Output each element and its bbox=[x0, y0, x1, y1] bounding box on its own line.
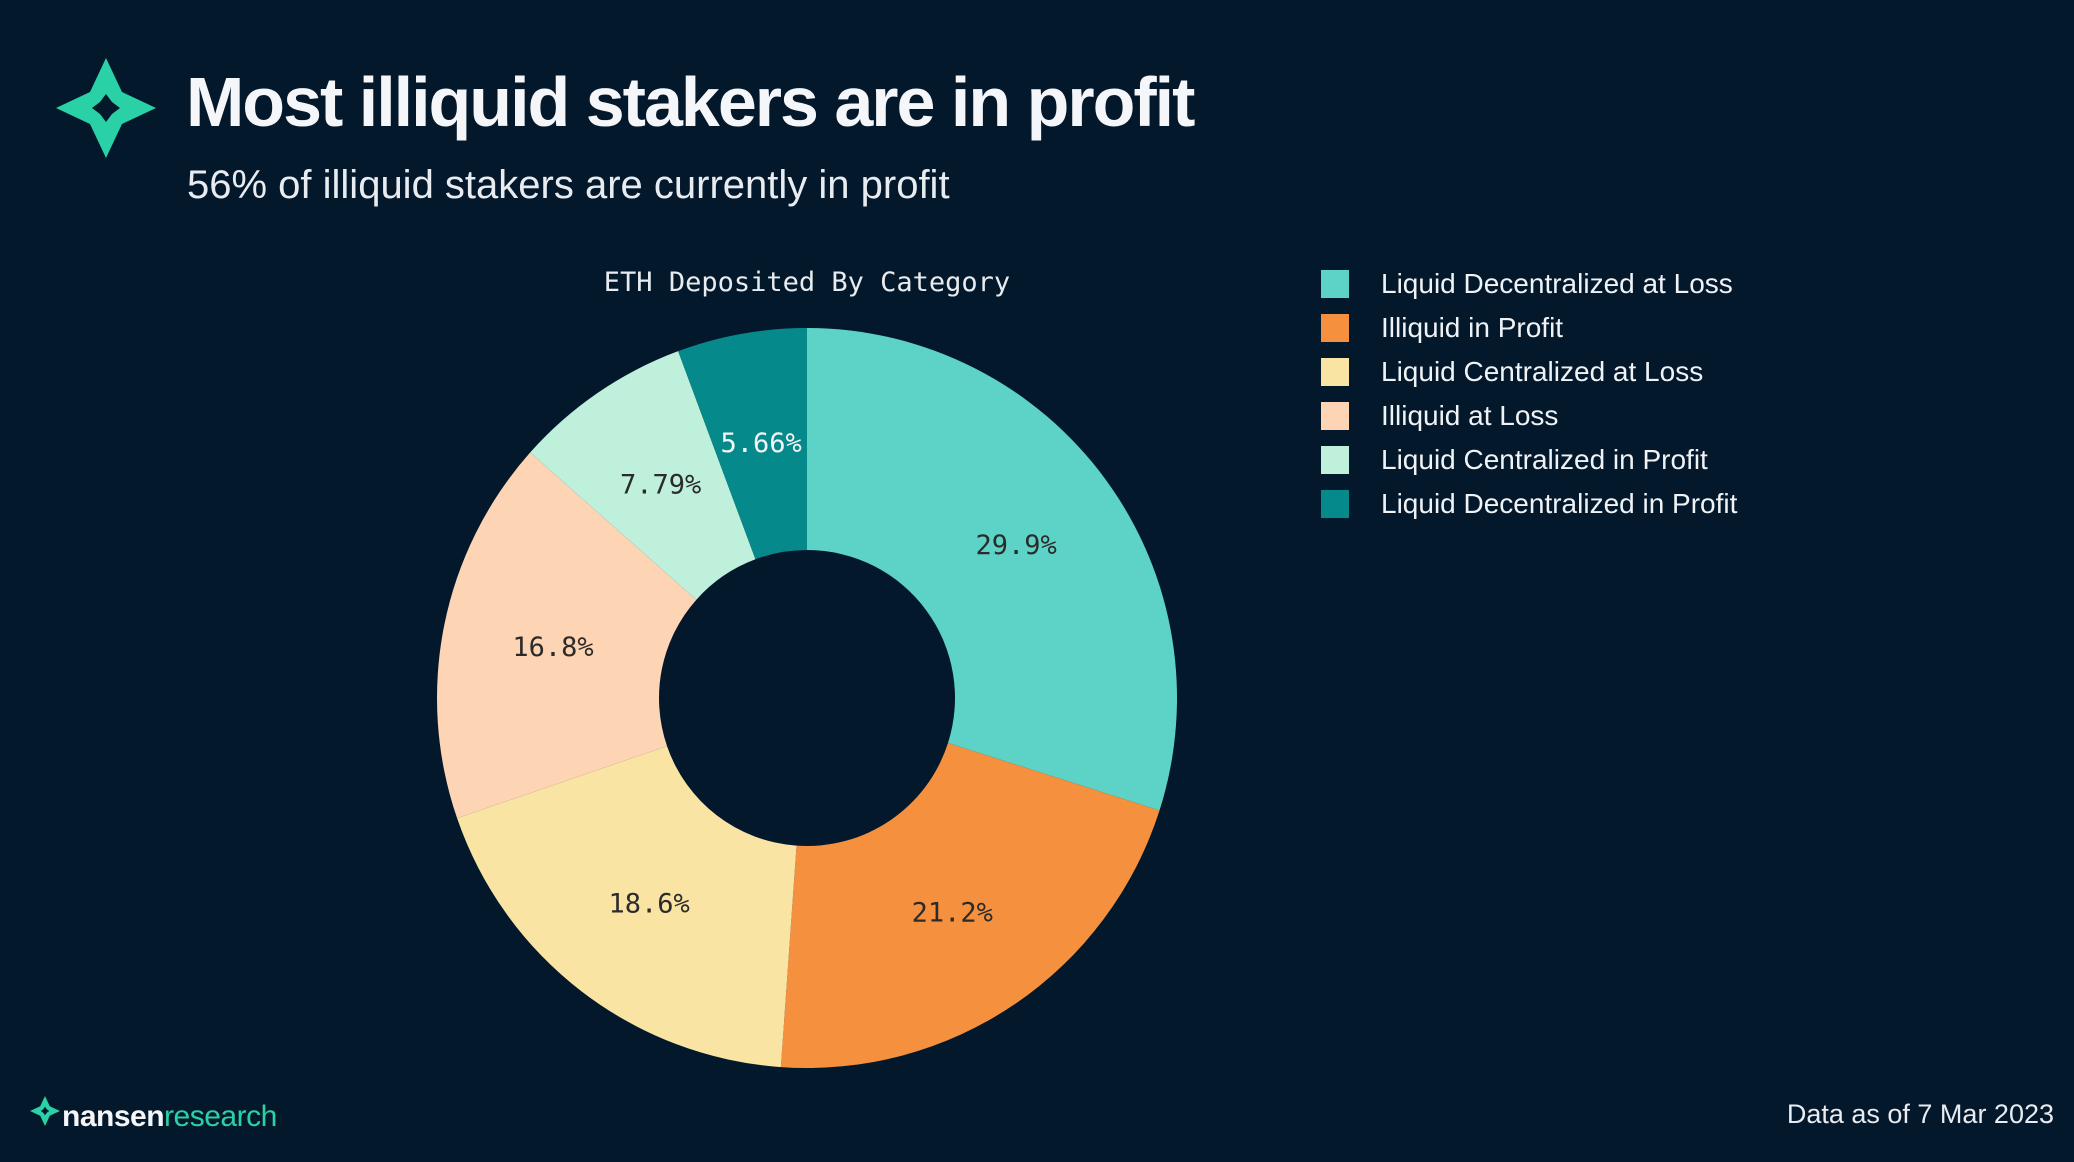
legend-item: Liquid Centralized at Loss bbox=[1321, 350, 1921, 394]
slice-value-label: 7.79% bbox=[620, 469, 701, 500]
legend-swatch bbox=[1321, 402, 1349, 430]
donut-slice bbox=[678, 328, 807, 560]
legend-swatch bbox=[1321, 490, 1349, 518]
legend-swatch bbox=[1321, 314, 1349, 342]
slice-value-label: 18.6% bbox=[609, 888, 690, 919]
legend-label: Illiquid at Loss bbox=[1381, 400, 1559, 431]
nansen-star-icon bbox=[30, 1096, 60, 1126]
donut-labels: 29.9% 21.2% 18.6% 16.8% 7.79% 5.66% bbox=[512, 428, 1056, 928]
donut-slice bbox=[530, 351, 756, 600]
legend-swatch bbox=[1321, 270, 1349, 298]
legend-label: Liquid Centralized at Loss bbox=[1381, 356, 1704, 387]
donut-slice bbox=[457, 746, 797, 1068]
slice-value-label: 5.66% bbox=[721, 428, 802, 459]
donut-slices bbox=[436, 328, 1177, 1068]
page-subtitle: 56% of illiquid stakers are currently in… bbox=[187, 163, 950, 207]
legend-label: Liquid Centralized in Profit bbox=[1381, 444, 1708, 475]
legend-item: Illiquid in Profit bbox=[1321, 306, 1921, 350]
donut-slice bbox=[807, 328, 1177, 811]
nansen-star-icon bbox=[56, 58, 156, 158]
legend-item: Illiquid at Loss bbox=[1321, 394, 1921, 438]
legend-label: Liquid Decentralized at Loss bbox=[1381, 268, 1733, 299]
slice-value-label: 21.2% bbox=[912, 897, 993, 928]
donut-slice bbox=[436, 452, 697, 819]
legend-item: Liquid Centralized in Profit bbox=[1321, 438, 1921, 482]
brand-logo: nansen research bbox=[30, 1090, 277, 1134]
chart-legend: Liquid Decentralized at Loss Illiquid in … bbox=[1321, 262, 1921, 526]
legend-item: Liquid Decentralized in Profit bbox=[1321, 482, 1921, 526]
legend-label: Liquid Decentralized in Profit bbox=[1381, 488, 1738, 519]
slice-value-label: 29.9% bbox=[975, 530, 1056, 561]
donut-slice bbox=[780, 742, 1160, 1068]
legend-swatch bbox=[1321, 446, 1349, 474]
legend-label: Illiquid in Profit bbox=[1381, 312, 1564, 343]
page-title: Most illiquid stakers are in profit bbox=[186, 63, 1195, 141]
brand-name: nansen bbox=[62, 1100, 165, 1133]
slice-value-label: 16.8% bbox=[512, 632, 593, 663]
legend-item: Liquid Decentralized at Loss bbox=[1321, 262, 1921, 306]
brand-suffix: research bbox=[164, 1100, 277, 1133]
data-date-note: Data as of 7 Mar 2023 bbox=[1786, 1099, 2054, 1129]
legend-swatch bbox=[1321, 358, 1349, 386]
chart-title: ETH Deposited By Category bbox=[604, 267, 1010, 298]
